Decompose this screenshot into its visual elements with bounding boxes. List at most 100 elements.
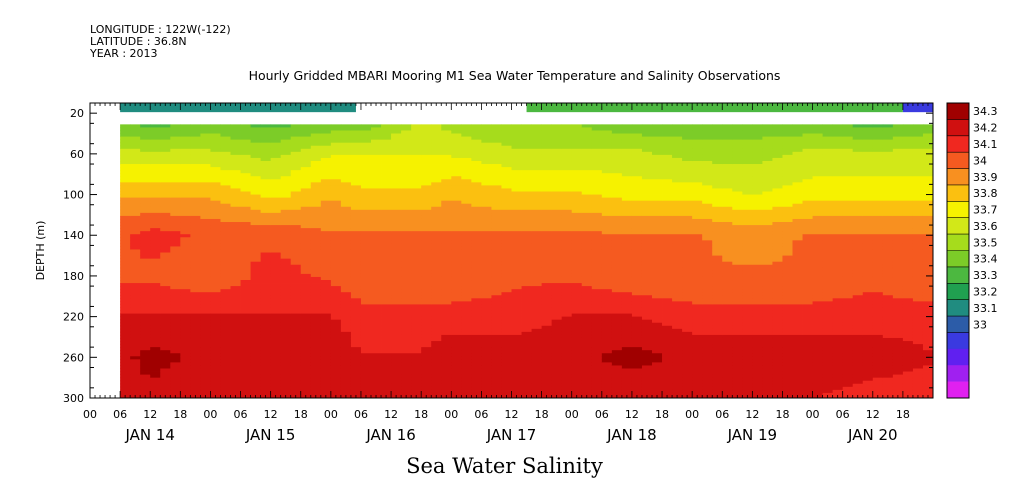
- heatmap-cell: [652, 331, 663, 336]
- heatmap-cell: [411, 142, 422, 147]
- heatmap-cell: [160, 182, 171, 186]
- heatmap-cell: [320, 167, 332, 171]
- heatmap-cell: [150, 386, 161, 391]
- heatmap-cell: [481, 170, 492, 174]
- heatmap-cell: [290, 344, 302, 348]
- heatmap-cell: [190, 392, 201, 397]
- heatmap-cell: [551, 295, 563, 299]
- heatmap-cell: [250, 267, 262, 272]
- heatmap-cell: [531, 310, 543, 314]
- heatmap-cell: [340, 176, 352, 180]
- heatmap-cell: [391, 225, 402, 229]
- heatmap-cell: [551, 292, 563, 296]
- heatmap-cell: [310, 392, 322, 397]
- heatmap-cell: [140, 350, 151, 354]
- heatmap-cell: [431, 283, 442, 287]
- heatmap-cell: [571, 334, 583, 339]
- heatmap-cell: [160, 188, 171, 192]
- heatmap-cell: [441, 295, 452, 299]
- heatmap-cell: [290, 261, 302, 266]
- heatmap-cell: [160, 319, 171, 324]
- heatmap-cell: [120, 270, 131, 275]
- heatmap-cell: [551, 368, 563, 372]
- heatmap-cell: [672, 167, 683, 171]
- heatmap-cell: [190, 337, 201, 342]
- heatmap-cell: [662, 386, 673, 391]
- heatmap-cell: [230, 280, 241, 284]
- heatmap-cell: [591, 209, 603, 214]
- heatmap-cell: [391, 157, 402, 162]
- heatmap-cell: [340, 160, 352, 165]
- heatmap-cell: [290, 316, 302, 321]
- heatmap-cell: [481, 359, 492, 363]
- heatmap-cell: [471, 234, 482, 238]
- heatmap-cell: [662, 380, 673, 385]
- heatmap-cell: [531, 331, 543, 336]
- heatmap-cell: [531, 252, 543, 256]
- heatmap-cell: [431, 280, 442, 284]
- heatmap-cell: [120, 151, 131, 156]
- heatmap-cell: [220, 386, 231, 391]
- heatmap-cell: [170, 145, 181, 150]
- heatmap-cell: [481, 142, 492, 147]
- heatmap-cell: [200, 179, 211, 183]
- heatmap-cell: [160, 139, 171, 144]
- heatmap-cell: [521, 136, 532, 141]
- heatmap-cell: [220, 292, 231, 296]
- heatmap-cell: [350, 344, 362, 348]
- heatmap-cell: [551, 222, 563, 226]
- heatmap-cell: [160, 353, 171, 357]
- heatmap-cell: [481, 209, 492, 214]
- heatmap-cell: [360, 322, 372, 327]
- heatmap-cell: [461, 368, 472, 372]
- heatmap-cell: [220, 374, 231, 379]
- heatmap-cell: [511, 176, 522, 180]
- heatmap-cell: [210, 316, 221, 321]
- heatmap-cell: [180, 234, 191, 238]
- heatmap-cell: [631, 371, 643, 375]
- heatmap-cell: [280, 246, 292, 250]
- heatmap-cell: [511, 200, 522, 205]
- heatmap-cell: [431, 350, 442, 354]
- heatmap-cell: [541, 246, 553, 250]
- chart-title: Hourly Gridded MBARI Mooring M1 Sea Wate…: [248, 68, 781, 83]
- heatmap-cell: [431, 313, 442, 318]
- heatmap-cell: [511, 206, 522, 211]
- heatmap-cell: [140, 246, 151, 250]
- heatmap-cell: [521, 380, 532, 385]
- heatmap-cell: [340, 328, 352, 333]
- heatmap-cell: [521, 130, 532, 134]
- heatmap-cell: [290, 243, 302, 247]
- heatmap-cell: [170, 319, 181, 324]
- heatmap-cell: [551, 127, 563, 131]
- heatmap-cell: [200, 316, 211, 321]
- heatmap-cell: [371, 237, 382, 241]
- heatmap-cell: [320, 359, 332, 363]
- heatmap-cell: [300, 145, 312, 150]
- heatmap-cell: [240, 337, 251, 342]
- heatmap-cell: [441, 286, 452, 290]
- heatmap-cell: [350, 145, 362, 150]
- heatmap-cell: [190, 142, 201, 147]
- heatmap-cell: [401, 252, 412, 256]
- heatmap-cell: [652, 307, 663, 311]
- heatmap-cell: [240, 234, 251, 238]
- heatmap-cell: [350, 328, 362, 333]
- heatmap-cell: [150, 127, 161, 131]
- heatmap-cell: [662, 133, 673, 137]
- heatmap-cell: [571, 374, 583, 379]
- heatmap-cell: [561, 218, 573, 223]
- heatmap-cell: [350, 280, 362, 284]
- heatmap-cell: [541, 359, 553, 363]
- heatmap-cell: [160, 222, 171, 226]
- heatmap-cell: [631, 231, 643, 235]
- heatmap-cell: [481, 255, 492, 260]
- heatmap-cell: [461, 206, 472, 211]
- heatmap-cell: [491, 246, 502, 250]
- heatmap-cell: [170, 350, 181, 354]
- heatmap-cell: [511, 295, 522, 299]
- heatmap-cell: [320, 194, 332, 198]
- heatmap-cell: [280, 334, 292, 339]
- heatmap-cell: [401, 359, 412, 363]
- heatmap-cell: [140, 157, 151, 162]
